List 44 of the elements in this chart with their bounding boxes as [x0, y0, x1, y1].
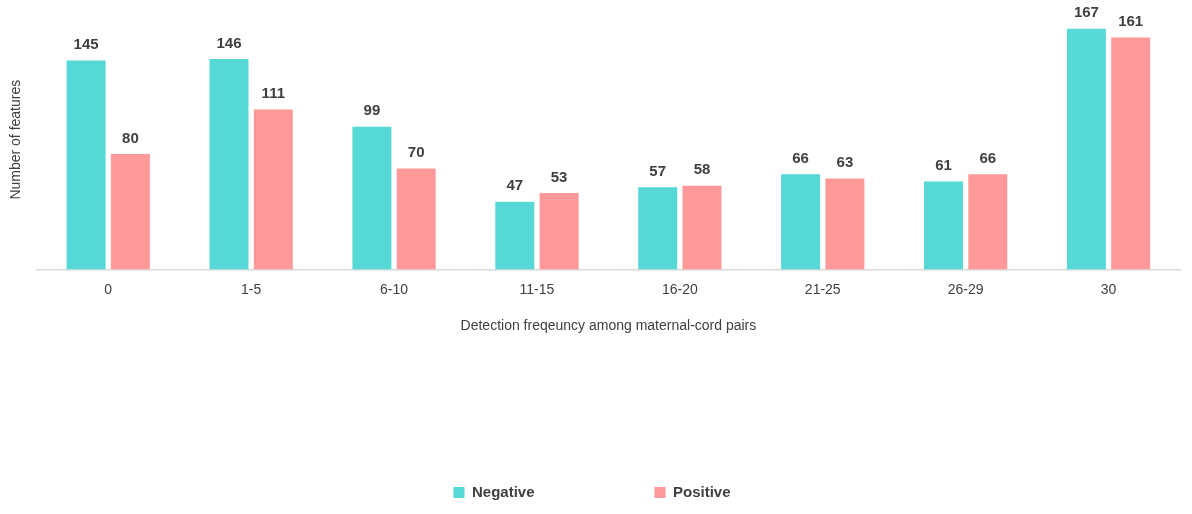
bar: [110, 154, 150, 270]
x-axis-title: Detection freqeuncy among maternal-cord pairs: [460, 317, 757, 334]
x-tick-label: 26-29: [947, 280, 984, 297]
data-label: 80: [122, 128, 139, 146]
legend-label: Positive: [673, 482, 731, 500]
x-tick-label: 6-10: [380, 280, 409, 297]
x-tick-label: 0: [104, 280, 113, 297]
y-axis-title: Number of features: [7, 79, 24, 200]
data-label: 99: [363, 101, 381, 119]
data-label: 47: [506, 176, 524, 194]
legend-label: Negative: [471, 482, 535, 500]
bar: [1066, 28, 1106, 270]
bar: [781, 174, 821, 270]
data-label: 145: [73, 35, 99, 53]
data-label: 57: [649, 161, 667, 179]
data-label: 111: [261, 84, 285, 102]
bar: [1111, 37, 1151, 270]
x-tick-label: 21-25: [804, 280, 841, 297]
bar: [352, 126, 392, 270]
bar: [825, 178, 865, 270]
bar: [924, 181, 963, 270]
bar: [396, 168, 436, 270]
data-label: 161: [1118, 12, 1144, 30]
bar: [209, 59, 249, 270]
data-label: 58: [693, 160, 711, 178]
bar: [539, 193, 579, 270]
bar: [682, 185, 722, 270]
data-label: 66: [792, 148, 809, 166]
data-label: 63: [836, 153, 854, 171]
x-tick-label: 1-5: [241, 280, 262, 297]
data-label: 53: [550, 167, 568, 185]
x-tick-label: 11-15: [519, 280, 555, 297]
bar: [66, 60, 106, 270]
bar: [968, 174, 1008, 270]
data-label: 61: [935, 156, 952, 174]
data-label: 146: [216, 33, 242, 51]
data-label: 70: [407, 143, 425, 161]
x-tick-label: 16-20: [661, 280, 698, 297]
data-label: 167: [1073, 3, 1099, 21]
bar: [253, 109, 293, 270]
data-label: 66: [979, 148, 997, 166]
x-tick-label: 30: [1100, 280, 1117, 297]
bar: [638, 187, 678, 270]
bar: [495, 201, 535, 270]
